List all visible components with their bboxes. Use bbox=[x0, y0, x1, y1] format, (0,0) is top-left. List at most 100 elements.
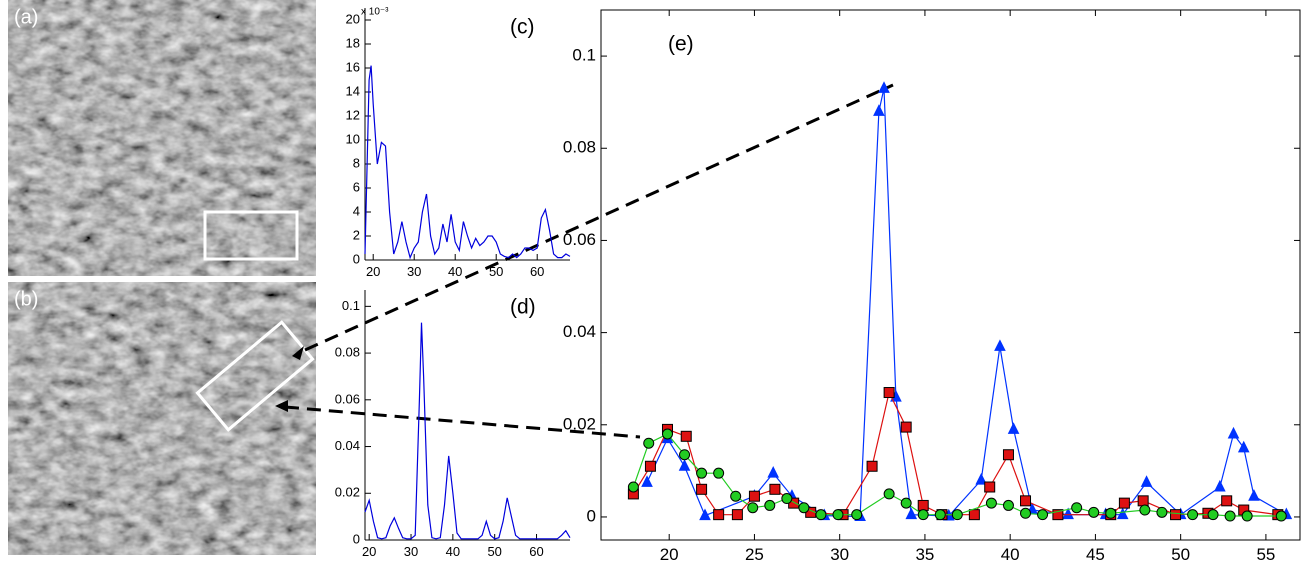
series-line bbox=[364, 322, 571, 540]
connectors bbox=[284, 83, 894, 439]
marker bbox=[1170, 509, 1182, 521]
marker bbox=[1241, 510, 1253, 522]
marker bbox=[917, 499, 929, 511]
y-tick-label: 0 bbox=[353, 251, 360, 266]
marker bbox=[699, 508, 711, 521]
marker bbox=[1221, 495, 1233, 507]
x-tick-label: 40 bbox=[446, 544, 460, 559]
x-tick-label: 20 bbox=[362, 544, 376, 559]
marker bbox=[713, 467, 725, 479]
marker bbox=[731, 509, 743, 521]
marker bbox=[883, 387, 895, 399]
marker bbox=[1002, 499, 1014, 511]
y-tick-label: 0 bbox=[587, 506, 596, 525]
panel-label: (c) bbox=[510, 16, 535, 39]
x-tick-label: 60 bbox=[530, 264, 544, 279]
y-tick-label: 0.08 bbox=[563, 138, 596, 157]
marker bbox=[1227, 426, 1240, 439]
series-line bbox=[646, 88, 1287, 518]
marker bbox=[1116, 507, 1129, 520]
marker bbox=[643, 437, 655, 449]
axis-multiplier: x 10⁻³ bbox=[361, 7, 389, 18]
marker bbox=[1037, 509, 1049, 521]
x-tick-label: 20 bbox=[660, 545, 679, 564]
y-tick-label: 0.1 bbox=[342, 298, 360, 313]
marker bbox=[851, 509, 863, 521]
marker bbox=[934, 509, 946, 521]
image-b: (b) bbox=[8, 282, 316, 555]
marker bbox=[883, 488, 895, 500]
marker bbox=[769, 483, 781, 495]
y-tick-label: 0.04 bbox=[335, 438, 360, 453]
marker bbox=[985, 497, 997, 509]
y-tick-label: 0.04 bbox=[563, 322, 596, 341]
marker bbox=[1139, 504, 1151, 516]
x-tick-label: 50 bbox=[489, 264, 503, 279]
panel-label: (d) bbox=[510, 296, 536, 319]
plot-frame bbox=[600, 9, 1301, 541]
y-tick-label: 2 bbox=[353, 227, 360, 242]
marker bbox=[781, 493, 793, 505]
y-tick-label: 18 bbox=[346, 35, 360, 50]
arrowhead bbox=[292, 346, 304, 360]
x-tick-label: 25 bbox=[745, 545, 764, 564]
x-tick-label: 30 bbox=[830, 545, 849, 564]
marker bbox=[905, 507, 918, 520]
marker bbox=[1187, 509, 1199, 521]
marker bbox=[873, 104, 885, 116]
marker bbox=[696, 467, 708, 479]
marker bbox=[1071, 502, 1083, 514]
marker bbox=[866, 460, 878, 472]
marker bbox=[661, 428, 673, 440]
y-tick-label: 0.06 bbox=[563, 230, 596, 249]
marker bbox=[900, 421, 912, 433]
y-tick-label: 4 bbox=[353, 203, 360, 218]
x-tick-label: 35 bbox=[915, 545, 934, 564]
y-tick-label: 16 bbox=[346, 59, 360, 74]
marker bbox=[1062, 507, 1074, 520]
series-line bbox=[632, 390, 1278, 516]
marker bbox=[644, 460, 656, 472]
marker bbox=[1020, 507, 1032, 519]
marker bbox=[1105, 507, 1117, 519]
y-tick-label: 14 bbox=[346, 83, 360, 98]
marker bbox=[984, 481, 996, 493]
x-tick-label: 50 bbox=[1171, 545, 1190, 564]
y-tick-label: 20 bbox=[346, 11, 360, 26]
x-tick-label: 30 bbox=[407, 264, 421, 279]
marker bbox=[1137, 495, 1149, 507]
marker bbox=[713, 509, 725, 521]
y-tick-label: 0 bbox=[353, 531, 360, 546]
marker bbox=[678, 459, 691, 471]
marker bbox=[1052, 509, 1064, 521]
marker bbox=[975, 472, 987, 485]
image-label: (a) bbox=[14, 6, 38, 28]
marker bbox=[747, 502, 759, 514]
marker bbox=[627, 481, 639, 493]
marker bbox=[1007, 422, 1020, 434]
marker bbox=[1088, 506, 1100, 518]
marker bbox=[680, 430, 692, 442]
marker bbox=[767, 466, 780, 478]
image-label: (b) bbox=[14, 288, 38, 310]
panel-label: (e) bbox=[668, 33, 694, 56]
marker bbox=[679, 449, 691, 461]
y-tick-label: 12 bbox=[346, 107, 360, 122]
marker bbox=[1248, 489, 1260, 501]
y-tick-label: 10 bbox=[346, 131, 360, 146]
marker bbox=[951, 509, 963, 521]
arrowhead bbox=[275, 400, 288, 412]
x-tick-label: 20 bbox=[366, 264, 380, 279]
marker bbox=[1156, 506, 1168, 518]
series-line bbox=[632, 433, 1282, 517]
marker bbox=[1224, 510, 1236, 522]
series-line bbox=[364, 65, 571, 260]
marker bbox=[730, 490, 742, 502]
x-tick-label: 30 bbox=[404, 544, 418, 559]
marker bbox=[1118, 497, 1130, 509]
marker bbox=[641, 475, 653, 487]
marker bbox=[798, 502, 810, 514]
x-tick-label: 50 bbox=[487, 544, 501, 559]
y-tick-label: 0.08 bbox=[335, 345, 360, 360]
